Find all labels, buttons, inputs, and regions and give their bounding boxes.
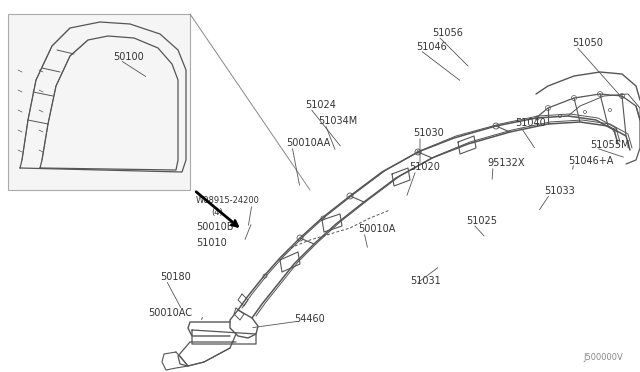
Text: 51056: 51056	[432, 28, 463, 38]
Text: 51034M: 51034M	[318, 116, 357, 126]
Text: (4): (4)	[211, 208, 223, 217]
Text: 51046+A: 51046+A	[568, 156, 613, 166]
Text: 51031: 51031	[410, 276, 441, 286]
Text: 50180: 50180	[160, 272, 191, 282]
Text: 51033: 51033	[544, 186, 575, 196]
Text: 95132X: 95132X	[487, 158, 525, 168]
Text: J500000V: J500000V	[583, 353, 623, 362]
Text: 50010AA: 50010AA	[286, 138, 330, 148]
Text: 50010A: 50010A	[358, 224, 396, 234]
Text: 51020: 51020	[409, 162, 440, 172]
Text: 54460: 54460	[294, 314, 324, 324]
Bar	[8, 14, 190, 190]
Text: 51025: 51025	[466, 216, 497, 226]
Text: 51010: 51010	[196, 238, 227, 248]
Text: W08915-24200: W08915-24200	[196, 196, 260, 205]
Text: 50100: 50100	[113, 52, 144, 62]
Text: 51055M: 51055M	[590, 140, 630, 150]
Text: 51024: 51024	[305, 100, 336, 110]
Text: 50010AC: 50010AC	[148, 308, 192, 318]
Text: 51050: 51050	[572, 38, 603, 48]
Text: 51030: 51030	[413, 128, 444, 138]
Text: 50010B: 50010B	[196, 222, 234, 232]
Text: 51040: 51040	[515, 118, 546, 128]
Text: 51046: 51046	[416, 42, 447, 52]
